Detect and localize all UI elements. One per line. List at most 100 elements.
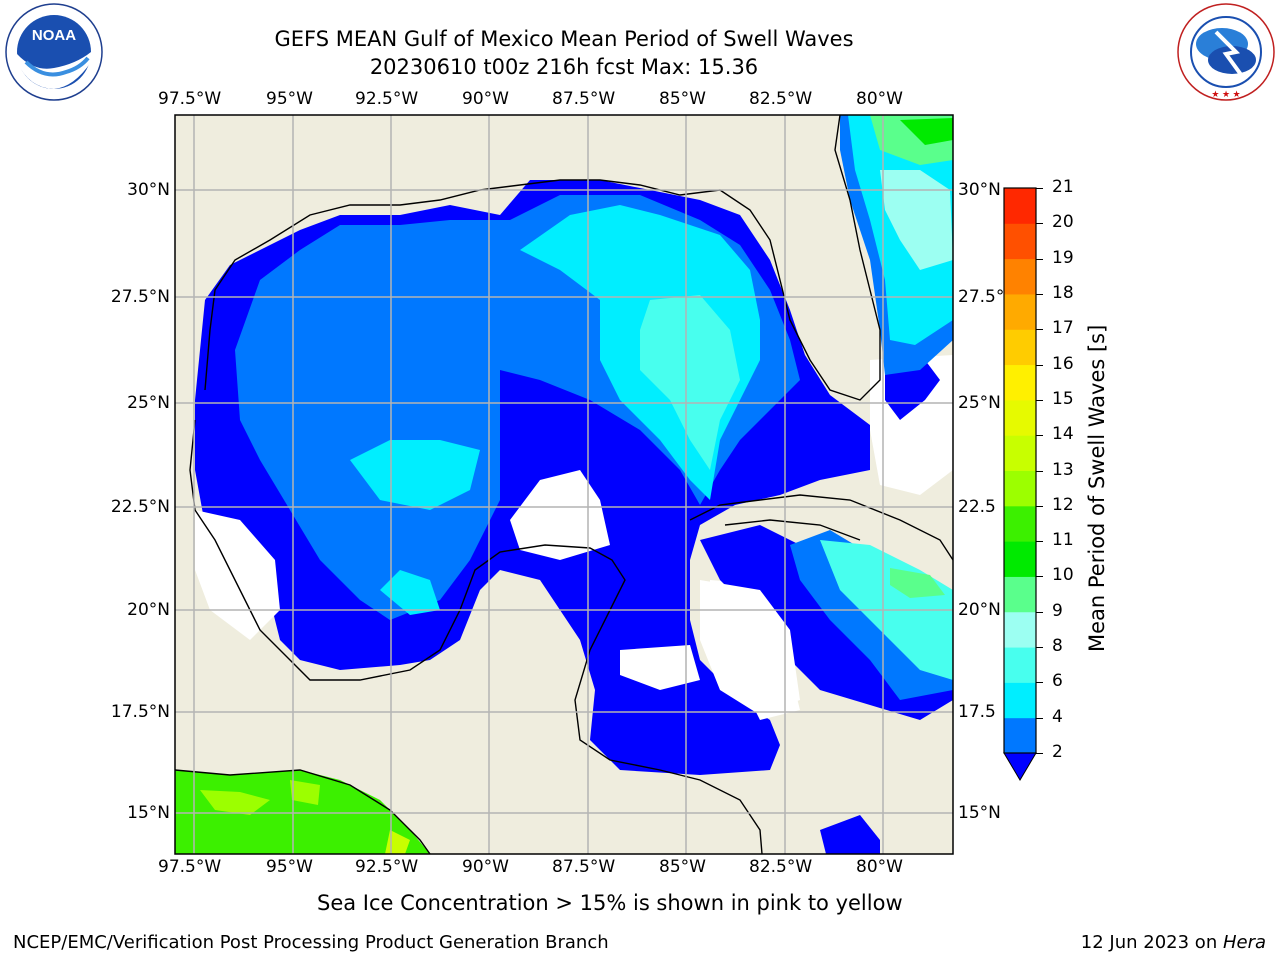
lon-label-top: 97.5°W (158, 89, 222, 109)
colorbar-tick-label: 2 (1052, 742, 1063, 762)
colorbar (1003, 187, 1037, 781)
swell-pacific (175, 770, 430, 854)
host-label: Hera (1222, 932, 1266, 953)
colorbar-tick-mark (1036, 470, 1043, 472)
lat-label-left: 15°N (127, 803, 170, 823)
colorbar-title: Mean Period of Swell Waves [s] (1085, 324, 1109, 652)
lat-label-right: 17.5 (958, 702, 996, 722)
colorbar-band (1004, 435, 1036, 471)
lon-label-top: 85°W (659, 89, 706, 109)
colorbar-band (1004, 293, 1036, 330)
noaa-logo: NOAA (4, 2, 104, 102)
colorbar-tick-label: 15 (1052, 388, 1074, 409)
lon-label-top: 90°W (462, 89, 509, 109)
colorbar-tick-label: 8 (1052, 636, 1063, 657)
lon-label-bottom: 95°W (266, 857, 313, 877)
colorbar-band (1004, 647, 1036, 683)
colorbar-tick-mark (1036, 293, 1043, 295)
colorbar-tick-label: 12 (1052, 494, 1074, 515)
colorbar-band (1004, 576, 1036, 613)
colorbar-tick-mark (1036, 188, 1043, 189)
colorbar-tick-label: 10 (1052, 565, 1074, 586)
colorbar-band (1004, 505, 1036, 542)
colorbar-tick-mark (1036, 435, 1043, 437)
colorbar-tick-label: 18 (1052, 282, 1074, 303)
colorbar-tick-label: 19 (1052, 247, 1074, 268)
lon-label-bottom: 90°W (462, 857, 509, 877)
graticule (175, 115, 953, 854)
lon-label-top: 87.5°W (552, 89, 616, 109)
colorbar-tick-mark (1036, 611, 1043, 613)
colorbar-tick-mark (1036, 753, 1043, 754)
lon-label-top: 80°W (856, 89, 903, 109)
colorbar-band (1004, 364, 1036, 401)
colorbar-band (1004, 329, 1036, 366)
chart-subtitle: 20230610 t00z 216h fcst Max: 15.36 (369, 55, 759, 79)
colorbar-band (1004, 682, 1036, 719)
swell-light-cyan (640, 295, 740, 470)
map-frame (174, 114, 954, 855)
noaa-logo-text: NOAA (32, 27, 76, 44)
lat-label-left: 17.5°N (110, 702, 170, 722)
colorbar-band (1004, 258, 1036, 295)
lon-label-top: 92.5°W (355, 89, 419, 109)
colorbar-band (1004, 470, 1036, 507)
colorbar-tick-mark (1036, 717, 1043, 719)
colorbar-tick-mark (1036, 258, 1043, 260)
swell-atlantic (840, 115, 953, 375)
colorbar-tick-mark (1036, 505, 1043, 507)
colorbar-tick-mark (1036, 576, 1043, 578)
colorbar-tick-mark (1036, 329, 1043, 331)
lat-label-right: 25°N (958, 393, 1001, 413)
date-label: 12 Jun 2023 on (1080, 932, 1223, 953)
swell-caribbean (700, 355, 953, 854)
colorbar-tick-mark (1036, 399, 1043, 401)
colorbar-tick-mark (1036, 364, 1043, 366)
lat-label-left: 30°N (127, 180, 170, 200)
lat-label-right: 30°N (958, 180, 1001, 200)
lon-label-top: 82.5°W (749, 89, 813, 109)
colorbar-tick-label: 21 (1052, 177, 1074, 197)
lon-label-bottom: 92.5°W (355, 857, 419, 877)
date-text: 12 Jun 2023 on Hera (1081, 932, 1266, 953)
colorbar-band (1004, 188, 1036, 224)
colorbar-tick-mark (1036, 223, 1043, 225)
lon-label-bottom: 82.5°W (749, 857, 813, 877)
swell-field (195, 180, 870, 775)
chart-title: GEFS MEAN Gulf of Mexico Mean Period of … (274, 27, 854, 51)
lon-label-bottom: 85°W (659, 857, 706, 877)
lon-label-bottom: 80°W (856, 857, 903, 877)
colorbar-tick-label: 14 (1052, 424, 1074, 445)
colorbar-tick-mark (1036, 541, 1043, 543)
svg-text:★ ★ ★: ★ ★ ★ (1211, 89, 1240, 99)
colorbar-band (1004, 399, 1036, 436)
colorbar-tick-label: 9 (1052, 600, 1063, 621)
lon-label-bottom: 87.5°W (552, 857, 616, 877)
lat-label-right: 20°N (958, 600, 1001, 620)
lat-label-left: 25°N (127, 393, 170, 413)
lon-label-bottom: 97.5°W (158, 857, 222, 877)
colorbar-band (1004, 223, 1036, 260)
colorbar-tick-label: 13 (1052, 459, 1074, 480)
colorbar-tick-label: 17 (1052, 318, 1074, 339)
lat-label-left: 27.5°N (110, 287, 170, 307)
colorbar-band (1004, 611, 1036, 648)
credit-text: NCEP/EMC/Verification Post Processing Pr… (13, 932, 609, 953)
colorbar-tick-label: 11 (1052, 530, 1074, 551)
colorbar-tick-label: 16 (1052, 353, 1074, 374)
colorbar-tick-mark (1036, 647, 1043, 649)
sea-ice-note: Sea Ice Concentration > 15% is shown in … (317, 891, 903, 915)
colorbar-tick-label: 4 (1052, 706, 1063, 727)
colorbar-tick-label: 20 (1052, 212, 1074, 233)
lat-label-left: 22.5°N (110, 497, 170, 517)
colorbar-band (1004, 717, 1036, 754)
lat-label-right: 15°N (958, 803, 1001, 823)
colorbar-tick-label: 6 (1052, 671, 1063, 692)
nws-logo: ★ ★ ★ (1176, 2, 1276, 102)
lat-label-left: 20°N (127, 600, 170, 620)
lat-label-right: 27.5° (958, 287, 1005, 307)
colorbar-tick-mark (1036, 682, 1043, 684)
lat-label-right: 22.5 (958, 497, 996, 517)
colorbar-band (1004, 541, 1036, 577)
